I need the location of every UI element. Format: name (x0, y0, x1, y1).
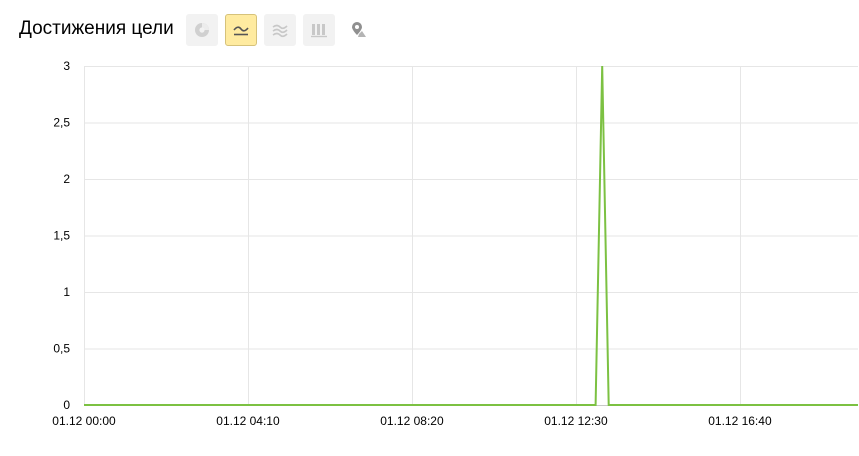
x-tick-label: 01.12 16:40 (708, 414, 772, 428)
y-tick-label: 1,5 (53, 229, 70, 243)
pie-chart-icon (195, 23, 209, 37)
chart-title: Достижения цели (19, 18, 174, 39)
area-chart-icon (272, 24, 288, 38)
map-pin-icon (352, 22, 366, 37)
chart-header: Достижения цели (0, 0, 859, 60)
x-tick-label: 01.12 00:00 (52, 414, 116, 428)
y-tick-label: 0 (63, 398, 70, 412)
y-tick-label: 3 (63, 59, 70, 73)
series-line (84, 65, 858, 406)
y-tick-label: 0,5 (53, 342, 70, 356)
line-chart: 0 0,5 1 1,5 2 2,5 3 01.12 00:00 01.12 04:10 01.12… (0, 56, 859, 456)
bar-chart-button[interactable] (303, 14, 335, 46)
x-tick-label: 01.12 04:10 (216, 414, 280, 428)
area-chart-button[interactable] (264, 14, 296, 46)
line-chart-button[interactable] (225, 14, 257, 46)
x-tick-label: 01.12 08:20 (380, 414, 444, 428)
y-tick-label: 1 (63, 285, 70, 299)
y-tick-label: 2,5 (53, 116, 70, 130)
chart-svg: 0 0,5 1 1,5 2 2,5 3 01.12 00:00 01.12 04:10 01.12… (52, 59, 858, 428)
x-tick-label: 01.12 12:30 (544, 414, 608, 428)
map-button[interactable] (342, 14, 374, 46)
line-chart-icon (233, 26, 249, 36)
y-tick-label: 2 (63, 172, 70, 186)
bar-chart-icon (311, 24, 327, 38)
pie-chart-button[interactable] (186, 14, 218, 46)
